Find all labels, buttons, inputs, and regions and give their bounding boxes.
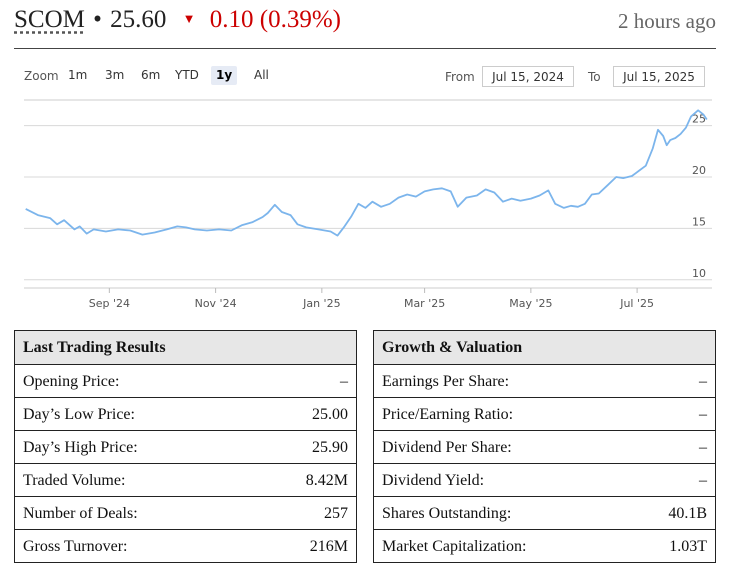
table-row: Traded Volume: 8.42M — [15, 464, 356, 497]
table-row: Market Capitalization: 1.03T — [374, 530, 715, 562]
x-tick-label: Jul '25 — [619, 297, 654, 310]
x-tick-label: Jan '25 — [302, 297, 340, 310]
table-row: Earnings Per Share: – — [374, 365, 715, 398]
y-tick-label: 15 — [692, 215, 706, 228]
row-label: Price/Earning Ratio: — [382, 406, 514, 423]
growth-valuation-title: Growth & Valuation — [374, 331, 715, 365]
x-tick-label: Nov '24 — [195, 297, 237, 310]
row-label: Shares Outstanding: — [382, 505, 512, 522]
quote-line: SCOM • 25.60 ▼ 0.10 (0.39%) — [14, 6, 341, 34]
row-label: Earnings Per Share: — [382, 373, 510, 390]
row-value: – — [699, 472, 707, 489]
table-row: Number of Deals: 257 — [15, 497, 356, 530]
zoom-all-button[interactable]: All — [254, 68, 269, 82]
header-divider — [14, 48, 716, 49]
price-change: 0.10 (0.39%) — [209, 6, 341, 33]
y-tick-label: 10 — [692, 267, 706, 280]
price-chart[interactable]: 10 15 20 25 Sep '24 Nov '24 Jan '25 Mar '25 May … — [0, 98, 746, 320]
y-tick-label: 25 — [692, 113, 706, 126]
growth-valuation-panel: Growth & Valuation Earnings Per Share: –… — [373, 330, 716, 563]
row-label: Dividend Per Share: — [382, 439, 512, 456]
row-label: Day’s High Price: — [23, 439, 138, 456]
from-label: From — [445, 70, 475, 84]
zoom-1m-button[interactable]: 1m — [68, 68, 88, 82]
x-tick-label: Sep '24 — [89, 297, 130, 310]
zoom-6m-button[interactable]: 6m — [141, 68, 161, 82]
series-line — [25, 109, 708, 237]
row-value: – — [699, 406, 707, 423]
down-arrow-icon: ▼ — [182, 11, 196, 26]
row-label: Market Capitalization: — [382, 538, 527, 555]
row-value: – — [699, 439, 707, 456]
row-label: Day’s Low Price: — [23, 406, 135, 423]
row-label: Opening Price: — [23, 373, 120, 390]
row-value: 8.42M — [305, 472, 348, 489]
row-label: Number of Deals: — [23, 505, 138, 522]
to-label: To — [588, 70, 601, 84]
table-row: Opening Price: – — [15, 365, 356, 398]
table-row: Shares Outstanding: 40.1B — [374, 497, 715, 530]
row-label: Gross Turnover: — [23, 538, 128, 555]
ticker-symbol[interactable]: SCOM — [14, 6, 85, 33]
price-chart-svg: 10 15 20 25 Sep '24 Nov '24 Jan '25 Mar '25 May … — [24, 99, 712, 310]
row-value: – — [340, 373, 348, 390]
row-value: 1.03T — [669, 538, 707, 555]
table-row: Gross Turnover: 216M — [15, 530, 356, 562]
last-price: 25.60 — [110, 6, 167, 33]
separator-dot: • — [93, 6, 102, 33]
table-row: Day’s High Price: 25.90 — [15, 431, 356, 464]
last-updated: 2 hours ago — [618, 9, 716, 33]
table-row: Dividend Yield: – — [374, 464, 715, 497]
row-label: Traded Volume: — [23, 472, 126, 489]
quote-header: SCOM • 25.60 ▼ 0.10 (0.39%) 2 hours ago — [14, 6, 716, 42]
to-date-input[interactable] — [613, 66, 705, 87]
zoom-3m-button[interactable]: 3m — [105, 68, 125, 82]
row-value: 40.1B — [668, 505, 707, 522]
row-label: Dividend Yield: — [382, 472, 485, 489]
table-row: Price/Earning Ratio: – — [374, 398, 715, 431]
zoom-label: Zoom — [24, 69, 59, 83]
zoom-1y-button[interactable]: 1y — [211, 66, 238, 85]
table-row: Dividend Per Share: – — [374, 431, 715, 464]
row-value: 25.90 — [312, 439, 348, 456]
last-trading-title: Last Trading Results — [15, 331, 356, 365]
zoom-ytd-button[interactable]: YTD — [175, 68, 199, 82]
row-value: 216M — [309, 538, 348, 555]
x-tick-label: Mar '25 — [404, 297, 445, 310]
y-tick-label: 20 — [692, 164, 706, 177]
row-value: 25.00 — [312, 406, 348, 423]
last-trading-panel: Last Trading Results Opening Price: – Da… — [14, 330, 357, 563]
from-date-input[interactable] — [482, 66, 574, 87]
table-row: Day’s Low Price: 25.00 — [15, 398, 356, 431]
x-tick-label: May '25 — [509, 297, 552, 310]
row-value: – — [699, 373, 707, 390]
row-value: 257 — [324, 505, 348, 522]
